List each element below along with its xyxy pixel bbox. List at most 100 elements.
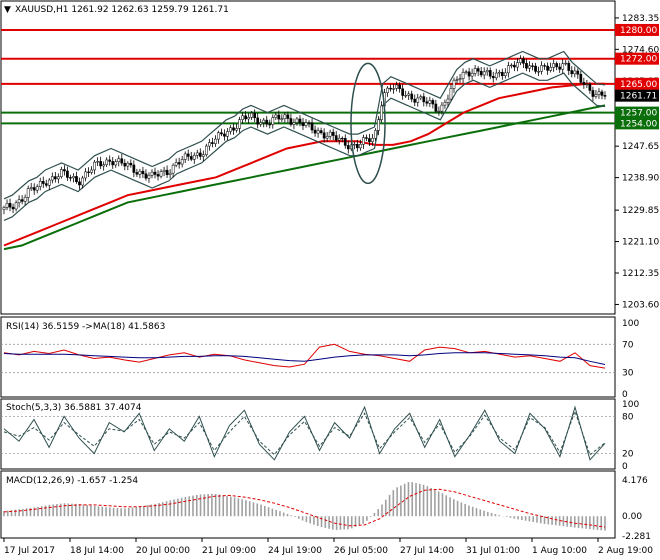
current-price-tag [615, 89, 659, 102]
candle-body [66, 170, 69, 178]
y-tick-label: 0 [622, 390, 628, 400]
x-tick-label: 31 Jul 01:00 [466, 546, 520, 556]
candle-body [534, 65, 537, 72]
candle-body [461, 72, 465, 79]
dropdown-triangle-icon[interactable]: ▼ [4, 5, 11, 15]
level-tag [615, 117, 659, 130]
axis-layer: 1283.351274.601265.851256.351247.651238.… [3, 14, 659, 556]
candle-body [368, 138, 371, 142]
candle-body [513, 64, 516, 68]
candle-body [473, 68, 477, 74]
candle-body [198, 152, 202, 157]
candle-body [359, 144, 362, 149]
candle-body [156, 174, 160, 177]
x-tick-label: 18 Jul 14:00 [70, 546, 124, 556]
candle-body [235, 128, 238, 131]
candle-body [141, 170, 145, 175]
candle-body [337, 137, 341, 141]
x-tick-label: 17 Jul 2017 [4, 546, 55, 556]
candle-body [132, 164, 136, 173]
candle-body [392, 88, 395, 90]
macd-signal-line [3, 488, 606, 528]
candle-body [322, 132, 326, 139]
y-tick-label: 1203.60 [622, 300, 659, 310]
candle-body [177, 162, 181, 165]
candle-body [561, 63, 565, 70]
candle-body [165, 169, 169, 175]
candle-body [579, 74, 583, 83]
candle-body [443, 102, 447, 106]
candle-body [494, 72, 498, 79]
candle-body [286, 114, 290, 119]
y-tick-label: 0.00 [622, 512, 642, 522]
candle-body [150, 171, 154, 176]
candle-body [153, 171, 157, 175]
y-tick-label: 1283.35 [622, 14, 659, 24]
x-tick-label: 1 Aug 10:00 [532, 546, 587, 556]
candle-body [53, 176, 57, 180]
candle-body [195, 152, 199, 156]
level-tag [615, 23, 659, 36]
envelope-upper-line [3, 50, 606, 200]
candle-body [307, 122, 311, 124]
level-tag-label: 1272.00 [620, 55, 657, 65]
candle-body [57, 176, 60, 180]
y-tick-label: 0 [622, 462, 628, 472]
candle-body [274, 114, 278, 118]
candle-body [271, 117, 275, 125]
y-tick-label: 70 [622, 340, 634, 350]
candle-body [374, 130, 377, 139]
candle-body [325, 136, 329, 139]
candle-body [503, 72, 507, 77]
candle-body [401, 88, 405, 96]
candle-body [201, 154, 205, 157]
macd-title: MACD(12,26,9) -1.657 -1.254 [6, 476, 138, 486]
candle-body [525, 63, 528, 69]
ma-fast-line [3, 82, 605, 247]
candle-body [310, 122, 314, 131]
candle-body [419, 96, 423, 99]
candle-body [144, 173, 148, 179]
candle-body [479, 71, 483, 76]
level-tag-label: 1265.00 [620, 80, 657, 90]
current-price-label: 1261.71 [620, 92, 657, 102]
candle-body [283, 114, 287, 120]
series-main-line [3, 343, 606, 369]
main-chart-layer [1, 28, 615, 251]
candle-body [346, 145, 350, 150]
y-tick-label: 1274.60 [622, 45, 659, 55]
candle-body [126, 162, 130, 167]
candle-body [416, 97, 420, 103]
candle-body [217, 132, 220, 140]
candle-body [180, 159, 184, 165]
candle-body [437, 110, 441, 113]
stoch-layer [1, 405, 615, 461]
candle-body [238, 119, 241, 129]
candle-body [292, 122, 296, 125]
y-tick-label: 4.176 [622, 476, 648, 486]
candle-body [603, 95, 607, 97]
symbol-header: XAUUSD,H1 1261.92 1262.63 1259.79 1261.7… [15, 5, 229, 15]
candle-body [87, 171, 90, 173]
candle-body [168, 172, 172, 175]
candle-body [111, 161, 115, 166]
level-tag [615, 106, 659, 119]
level-tag-label: 1257.00 [620, 109, 657, 119]
x-tick-label: 26 Jul 05:00 [334, 546, 388, 556]
candle-body [171, 164, 175, 174]
main-chart-frame [0, 0, 616, 315]
candle-body [600, 91, 604, 96]
candle-body [362, 137, 365, 145]
candle-body [540, 65, 543, 72]
candle-body [14, 202, 18, 210]
candle-body [81, 177, 84, 186]
y-tick-label: 1221.10 [622, 238, 659, 248]
macd-panel-frame [0, 470, 616, 539]
candle-body [189, 156, 193, 160]
candle-body [47, 179, 51, 186]
candle-body [117, 158, 121, 162]
y-tick-label: 100 [622, 400, 639, 410]
y-tick-label: 1238.90 [622, 174, 659, 184]
y-tick-label: 30 [622, 369, 634, 379]
